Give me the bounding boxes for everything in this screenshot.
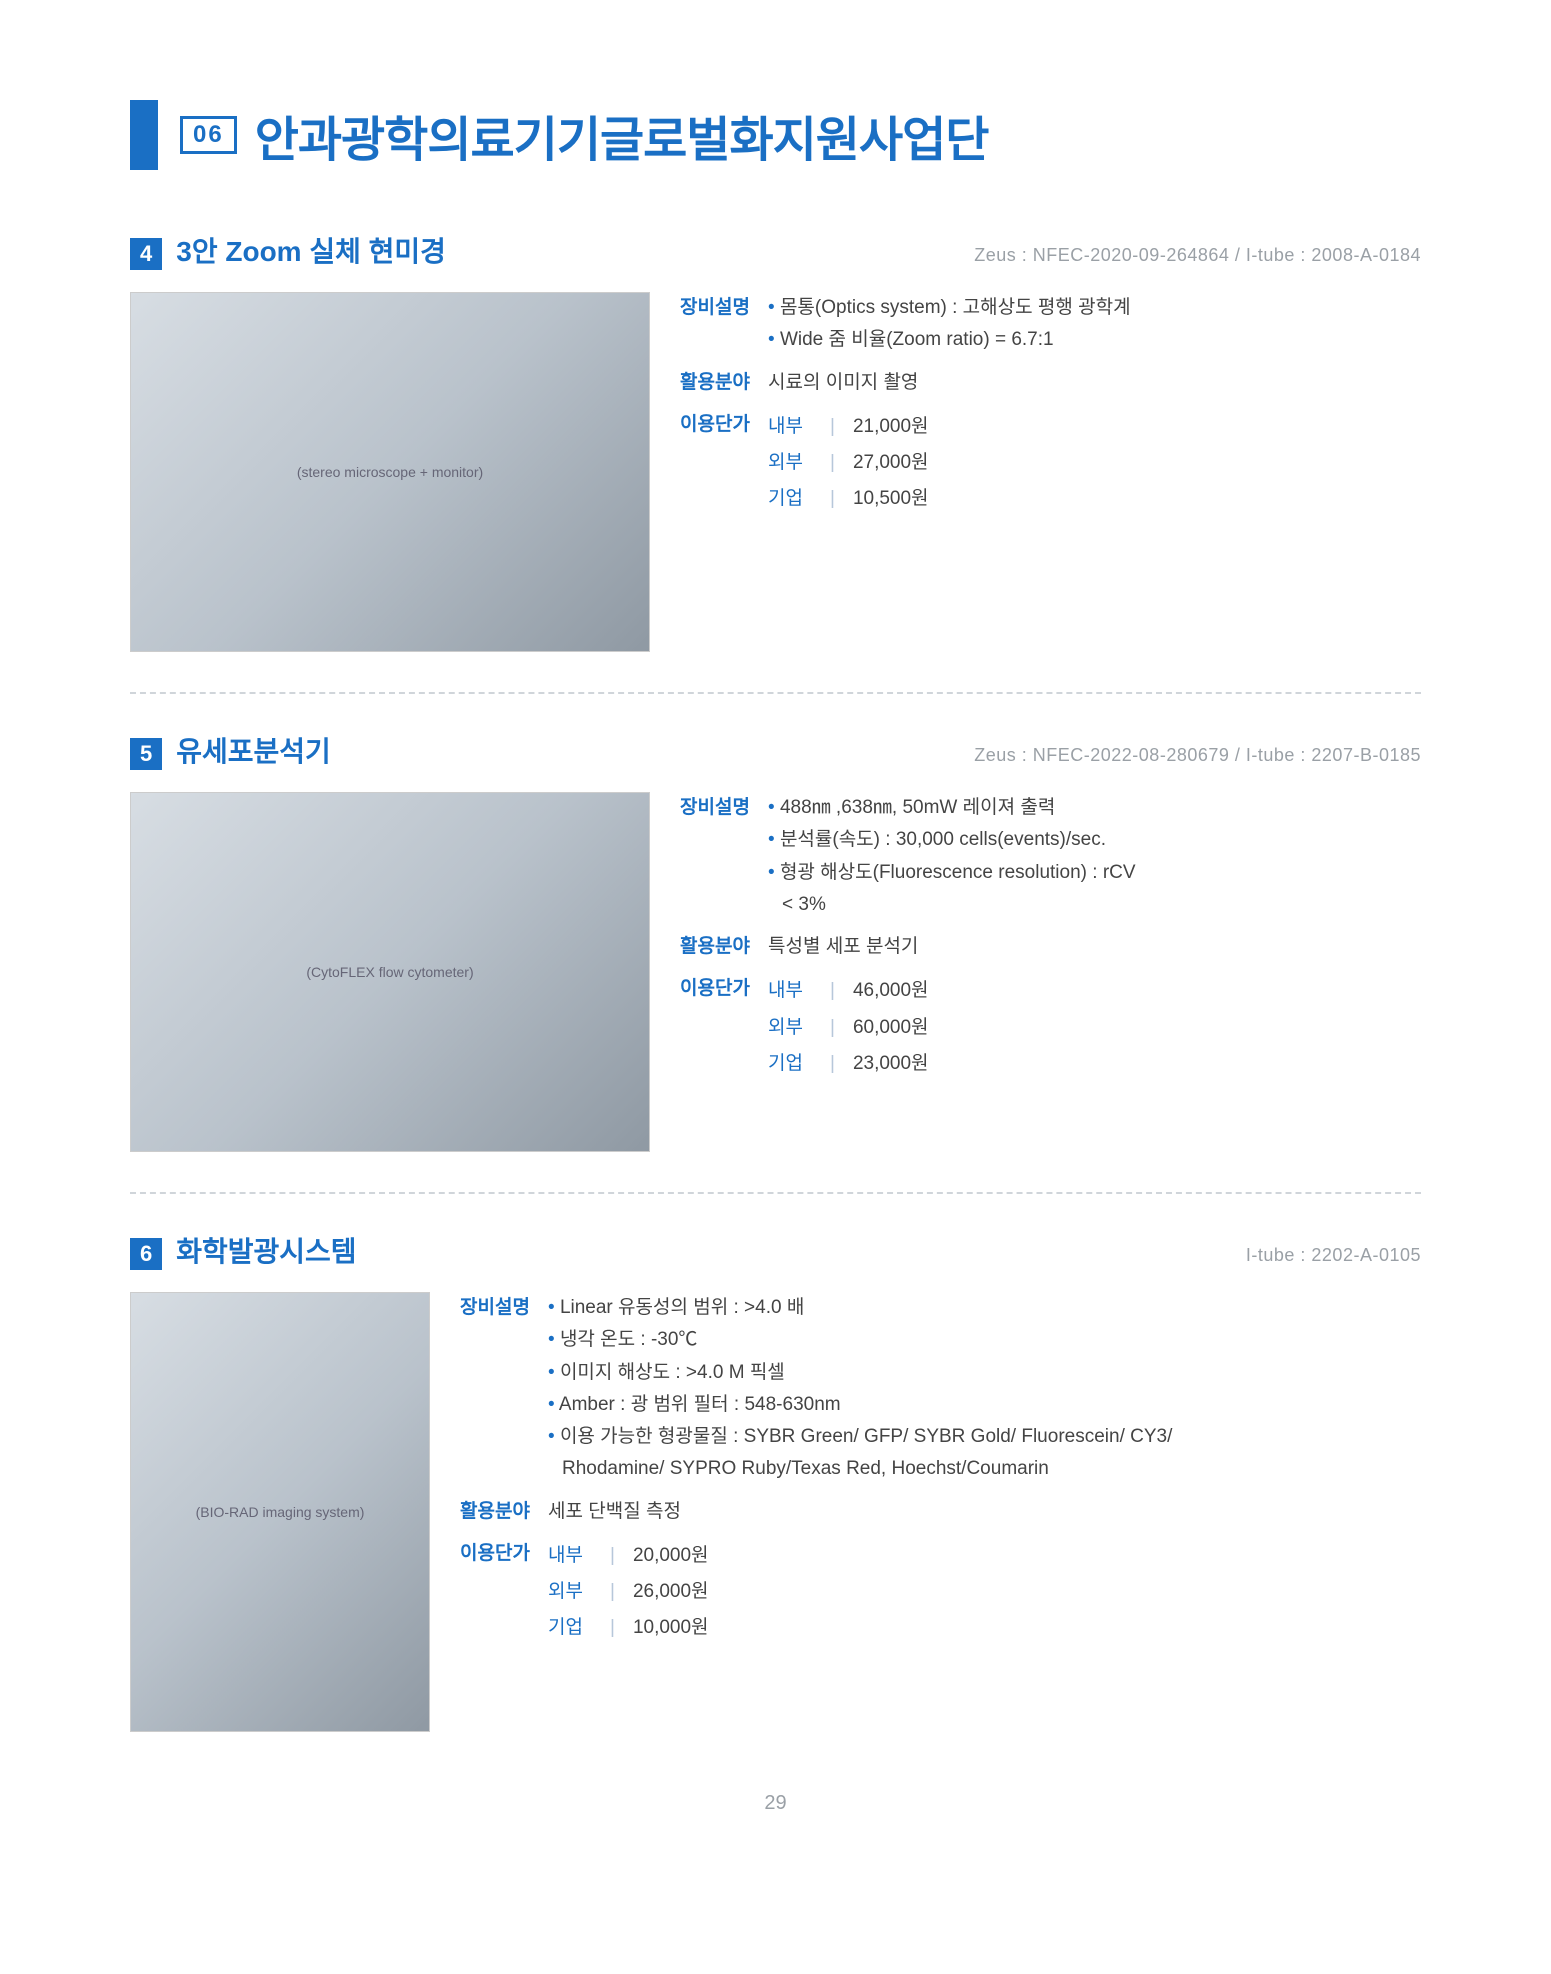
spec-label: 장비설명 <box>680 292 768 357</box>
spec-line: Wide 줌 비율(Zoom ratio) = 6.7:1 <box>768 324 1421 356</box>
price-tier: 기업 <box>768 481 812 517</box>
item-header: 6 화학발광시스템 I-tube : 2202-A-0105 <box>130 1230 1421 1270</box>
price-value: 10,000원 <box>633 1610 709 1646</box>
item-header: 4 3안 Zoom 실체 현미경 Zeus : NFEC-2020-09-26486… <box>130 230 1421 270</box>
specs-block: 장비설명몸통(Optics system) : 고해상도 평행 광학계Wide … <box>680 292 1421 527</box>
usage-label: 활용분야 <box>460 1496 548 1528</box>
item-body: (CytoFLEX flow cytometer)장비설명488㎚ ,638㎚,… <box>130 792 1421 1152</box>
item-title: 유세포분석기 <box>176 730 331 770</box>
price-separator: | <box>830 445 835 481</box>
price-separator: | <box>830 481 835 517</box>
price-row: 기업 | 23,000원 <box>768 1046 1421 1082</box>
spec-line: Rhodamine/ SYPRO Ruby/Texas Red, Hoechst… <box>548 1453 1421 1485</box>
item-title: 3안 Zoom 실체 현미경 <box>176 230 446 270</box>
price-value: 20,000원 <box>633 1538 709 1574</box>
usage-content: 시료의 이미지 촬영 <box>768 367 1421 399</box>
price-content: 내부 | 20,000원외부 | 26,000원기업 | 10,000원 <box>548 1538 1421 1646</box>
usage-content: 세포 단백질 측정 <box>548 1496 1421 1528</box>
price-content: 내부 | 46,000원외부 | 60,000원기업 | 23,000원 <box>768 973 1421 1081</box>
spec-line: 형광 해상도(Fluorescence resolution) : rCV <box>768 857 1421 889</box>
price-value: 26,000원 <box>633 1574 709 1610</box>
price-content: 내부 | 21,000원외부 | 27,000원기업 | 10,500원 <box>768 409 1421 517</box>
item-number: 4 <box>130 238 162 270</box>
spec-line: < 3% <box>768 889 1421 921</box>
page-number: 29 <box>130 1792 1421 1815</box>
price-separator: | <box>610 1610 615 1646</box>
item-body: (stereo microscope + monitor)장비설명몸통(Opti… <box>130 292 1421 652</box>
section-divider <box>130 1192 1421 1194</box>
spec-line: 냉각 온도 : -30℃ <box>548 1324 1421 1356</box>
section-divider <box>130 692 1421 694</box>
price-value: 21,000원 <box>853 409 929 445</box>
price-row: 기업 | 10,500원 <box>768 481 1421 517</box>
page-title: 안과광학의료기기글로벌화지원사업단 <box>255 100 989 170</box>
usage-label: 활용분야 <box>680 931 768 963</box>
price-row: 외부 | 60,000원 <box>768 1010 1421 1046</box>
spec-content: 488㎚ ,638㎚, 50mW 레이져 출력분석률(속도) : 30,000 … <box>768 792 1421 921</box>
spec-line: 몸통(Optics system) : 고해상도 평행 광학계 <box>768 292 1421 324</box>
price-row: 외부 | 26,000원 <box>548 1574 1421 1610</box>
page-header: 06 안과광학의료기기글로벌화지원사업단 <box>130 100 1421 170</box>
item-body: (BIO-RAD imaging system)장비설명Linear 유동성의 … <box>130 1292 1421 1732</box>
price-separator: | <box>830 1010 835 1046</box>
spec-line: Linear 유동성의 범위 : >4.0 배 <box>548 1292 1421 1324</box>
spec-line: 이용 가능한 형광물질 : SYBR Green/ GFP/ SYBR Gold… <box>548 1421 1421 1453</box>
item-codes: Zeus : NFEC-2020-09-264864 / I-tube : 20… <box>974 245 1421 266</box>
spec-line: 488㎚ ,638㎚, 50mW 레이져 출력 <box>768 792 1421 824</box>
price-row: 기업 | 10,000원 <box>548 1610 1421 1646</box>
specs-block: 장비설명488㎚ ,638㎚, 50mW 레이져 출력분석률(속도) : 30,… <box>680 792 1421 1092</box>
price-row: 내부 | 20,000원 <box>548 1538 1421 1574</box>
price-tier: 외부 <box>768 445 812 481</box>
spec-content: Linear 유동성의 범위 : >4.0 배냉각 온도 : -30℃이미지 해… <box>548 1292 1421 1486</box>
spec-line: Amber : 광 범위 필터 : 548-630nm <box>548 1389 1421 1421</box>
item-codes: Zeus : NFEC-2022-08-280679 / I-tube : 22… <box>974 745 1421 766</box>
price-value: 60,000원 <box>853 1010 929 1046</box>
price-separator: | <box>830 1046 835 1082</box>
price-separator: | <box>610 1538 615 1574</box>
price-value: 27,000원 <box>853 445 929 481</box>
price-row: 내부 | 21,000원 <box>768 409 1421 445</box>
usage-label: 활용분야 <box>680 367 768 399</box>
price-tier: 기업 <box>768 1046 812 1082</box>
price-tier: 외부 <box>548 1574 592 1610</box>
spec-label: 장비설명 <box>680 792 768 921</box>
spec-content: 몸통(Optics system) : 고해상도 평행 광학계Wide 줌 비율… <box>768 292 1421 357</box>
price-tier: 내부 <box>768 973 812 1009</box>
price-value: 23,000원 <box>853 1046 929 1082</box>
equipment-photo: (CytoFLEX flow cytometer) <box>130 792 650 1152</box>
price-separator: | <box>610 1574 615 1610</box>
price-label: 이용단가 <box>680 973 768 1081</box>
specs-block: 장비설명Linear 유동성의 범위 : >4.0 배냉각 온도 : -30℃이… <box>460 1292 1421 1656</box>
equipment-item: 6 화학발광시스템 I-tube : 2202-A-0105 (BIO-RAD ima… <box>130 1230 1421 1732</box>
spec-line: 분석률(속도) : 30,000 cells(events)/sec. <box>768 824 1421 856</box>
price-tier: 외부 <box>768 1010 812 1046</box>
equipment-item: 5 유세포분석기 Zeus : NFEC-2022-08-280679 / I-tu… <box>130 730 1421 1152</box>
spec-line: 이미지 해상도 : >4.0 M 픽셀 <box>548 1357 1421 1389</box>
price-label: 이용단가 <box>460 1538 548 1646</box>
price-row: 외부 | 27,000원 <box>768 445 1421 481</box>
price-value: 46,000원 <box>853 973 929 1009</box>
equipment-item: 4 3안 Zoom 실체 현미경 Zeus : NFEC-2020-09-26486… <box>130 230 1421 652</box>
price-label: 이용단가 <box>680 409 768 517</box>
equipment-photo: (BIO-RAD imaging system) <box>130 1292 430 1732</box>
price-tier: 기업 <box>548 1610 592 1646</box>
item-codes: I-tube : 2202-A-0105 <box>1246 1245 1421 1266</box>
section-number: 06 <box>180 116 237 154</box>
price-row: 내부 | 46,000원 <box>768 973 1421 1009</box>
price-value: 10,500원 <box>853 481 929 517</box>
price-tier: 내부 <box>768 409 812 445</box>
price-separator: | <box>830 973 835 1009</box>
item-number: 5 <box>130 738 162 770</box>
equipment-photo: (stereo microscope + monitor) <box>130 292 650 652</box>
item-title: 화학발광시스템 <box>176 1230 356 1270</box>
usage-content: 특성별 세포 분석기 <box>768 931 1421 963</box>
item-number: 6 <box>130 1238 162 1270</box>
price-separator: | <box>830 409 835 445</box>
item-header: 5 유세포분석기 Zeus : NFEC-2022-08-280679 / I-tu… <box>130 730 1421 770</box>
spec-label: 장비설명 <box>460 1292 548 1486</box>
price-tier: 내부 <box>548 1538 592 1574</box>
